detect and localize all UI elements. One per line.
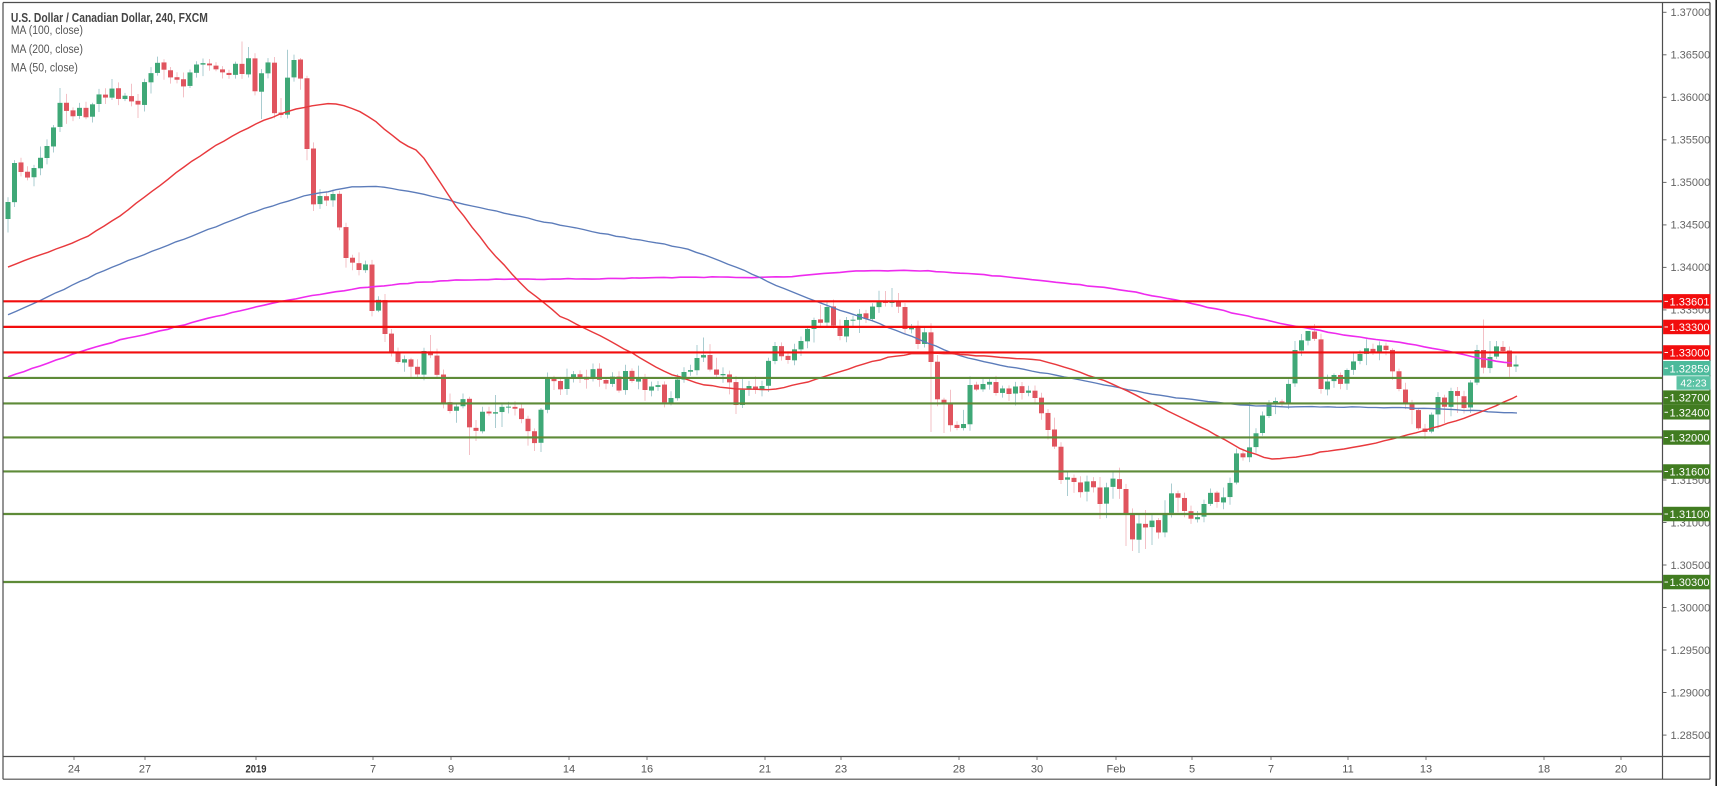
svg-text:1.36500: 1.36500	[1671, 50, 1711, 62]
svg-text:MA (100, close): MA (100, close)	[11, 23, 83, 37]
svg-text:1.36000: 1.36000	[1671, 92, 1711, 104]
svg-text:11: 11	[1342, 764, 1353, 776]
svg-text:1.32400: 1.32400	[1670, 407, 1710, 419]
svg-text:1.31600: 1.31600	[1670, 467, 1710, 479]
svg-text:1.33000: 1.33000	[1670, 347, 1710, 359]
svg-text:14: 14	[563, 764, 575, 776]
svg-text:MA (50, close): MA (50, close)	[11, 61, 78, 75]
svg-text:1.29000: 1.29000	[1671, 687, 1711, 699]
svg-text:21: 21	[759, 764, 771, 776]
svg-text:1.32700: 1.32700	[1670, 393, 1710, 405]
svg-text:13: 13	[1420, 764, 1432, 776]
svg-text:1.35500: 1.35500	[1671, 135, 1711, 147]
svg-text:16: 16	[641, 764, 653, 776]
svg-text:1.28500: 1.28500	[1671, 730, 1711, 742]
svg-text:1.29500: 1.29500	[1671, 645, 1711, 657]
svg-text:1.32000: 1.32000	[1670, 433, 1710, 445]
svg-text:1.37000: 1.37000	[1671, 7, 1711, 19]
svg-text:1.33601: 1.33601	[1670, 296, 1710, 308]
svg-text:1.31100: 1.31100	[1670, 509, 1710, 521]
svg-text:7: 7	[1268, 764, 1274, 776]
svg-text:23: 23	[835, 764, 847, 776]
svg-text:20: 20	[1615, 764, 1627, 776]
svg-text:30: 30	[1031, 764, 1043, 776]
svg-text:Feb: Feb	[1107, 764, 1126, 776]
svg-text:27: 27	[139, 764, 151, 776]
svg-text:9: 9	[448, 764, 454, 776]
svg-text:1.30500: 1.30500	[1671, 560, 1711, 572]
svg-text:U.S. Dollar / Canadian Dollar,: U.S. Dollar / Canadian Dollar, 240, FXCM	[11, 10, 208, 25]
svg-text:MA (200, close): MA (200, close)	[11, 42, 83, 56]
svg-text:1.32859: 1.32859	[1670, 363, 1710, 375]
svg-text:5: 5	[1189, 764, 1195, 776]
svg-text:2019: 2019	[246, 764, 267, 776]
svg-text:24: 24	[68, 764, 80, 776]
svg-text:7: 7	[370, 764, 376, 776]
svg-text:1.35000: 1.35000	[1671, 177, 1711, 189]
svg-text:1.34000: 1.34000	[1671, 262, 1711, 274]
svg-text:1.33300: 1.33300	[1670, 322, 1710, 334]
svg-text:1.34500: 1.34500	[1671, 220, 1711, 232]
svg-text:42:23: 42:23	[1680, 377, 1706, 389]
svg-text:28: 28	[953, 764, 965, 776]
svg-text:1.30000: 1.30000	[1671, 602, 1711, 614]
svg-text:18: 18	[1538, 764, 1550, 776]
svg-text:1.30300: 1.30300	[1670, 577, 1710, 589]
